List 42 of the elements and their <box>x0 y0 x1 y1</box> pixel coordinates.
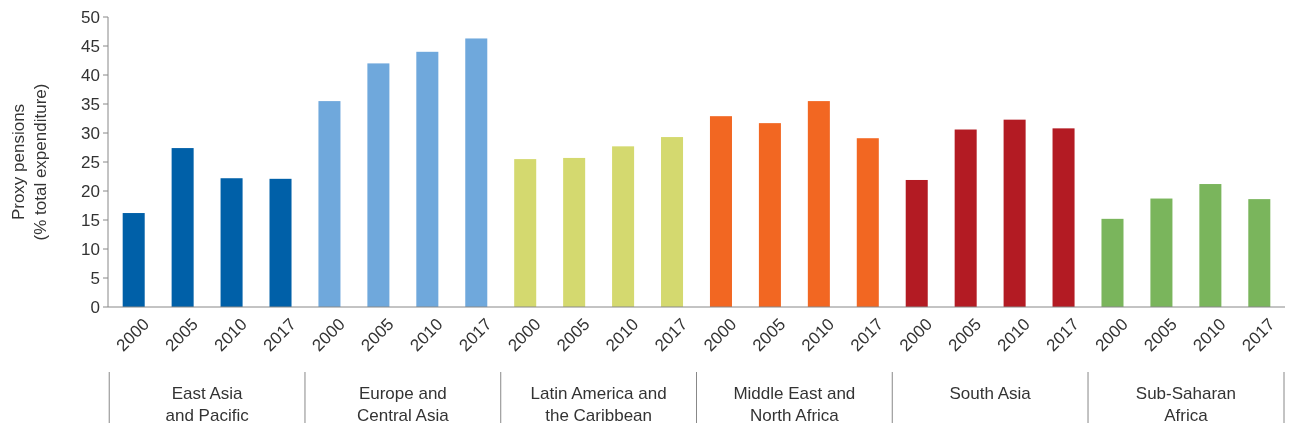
y-tick-label: 50 <box>81 7 100 27</box>
y-tick-label: 45 <box>81 36 100 56</box>
bar <box>563 157 586 307</box>
bar <box>269 178 292 307</box>
y-tick-label: 10 <box>81 239 100 259</box>
bar <box>807 101 830 307</box>
text: South Asia <box>949 384 1032 403</box>
bar <box>1199 184 1222 307</box>
y-tick-label: 20 <box>81 181 100 201</box>
bar <box>220 178 243 307</box>
y-axis-title: Proxy pensions (% total expenditure) <box>9 83 50 241</box>
bar <box>612 146 635 307</box>
y-tick-label: 40 <box>81 65 100 85</box>
y-tick-label: 35 <box>81 94 100 114</box>
text: Latin America and the Caribbean <box>530 384 667 425</box>
bar <box>1101 218 1124 307</box>
bar <box>1150 198 1173 307</box>
bar <box>514 159 537 307</box>
text: Middle East and North Africa <box>733 384 856 425</box>
text: Sub-Saharan Africa <box>1135 384 1236 425</box>
y-tick-label: 5 <box>90 268 100 288</box>
bar <box>122 213 145 307</box>
text: East Asia and Pacific <box>165 384 250 425</box>
bar <box>465 38 488 307</box>
y-tick-label: 25 <box>81 152 100 172</box>
bar <box>171 148 194 307</box>
bar <box>416 51 439 307</box>
y-tick-label: 30 <box>81 123 100 143</box>
bar <box>758 123 781 307</box>
bar <box>318 101 341 307</box>
bar <box>1248 199 1271 307</box>
bar <box>709 116 732 307</box>
bar <box>856 138 879 307</box>
bar <box>1003 119 1026 307</box>
bar <box>661 137 684 307</box>
bar <box>905 179 928 307</box>
bar <box>1052 128 1075 307</box>
bar <box>367 63 390 307</box>
y-tick-label: 0 <box>90 297 100 317</box>
text: Europe and Central Asia <box>357 384 450 425</box>
y-tick-label: 15 <box>81 210 100 230</box>
bar <box>954 129 977 307</box>
